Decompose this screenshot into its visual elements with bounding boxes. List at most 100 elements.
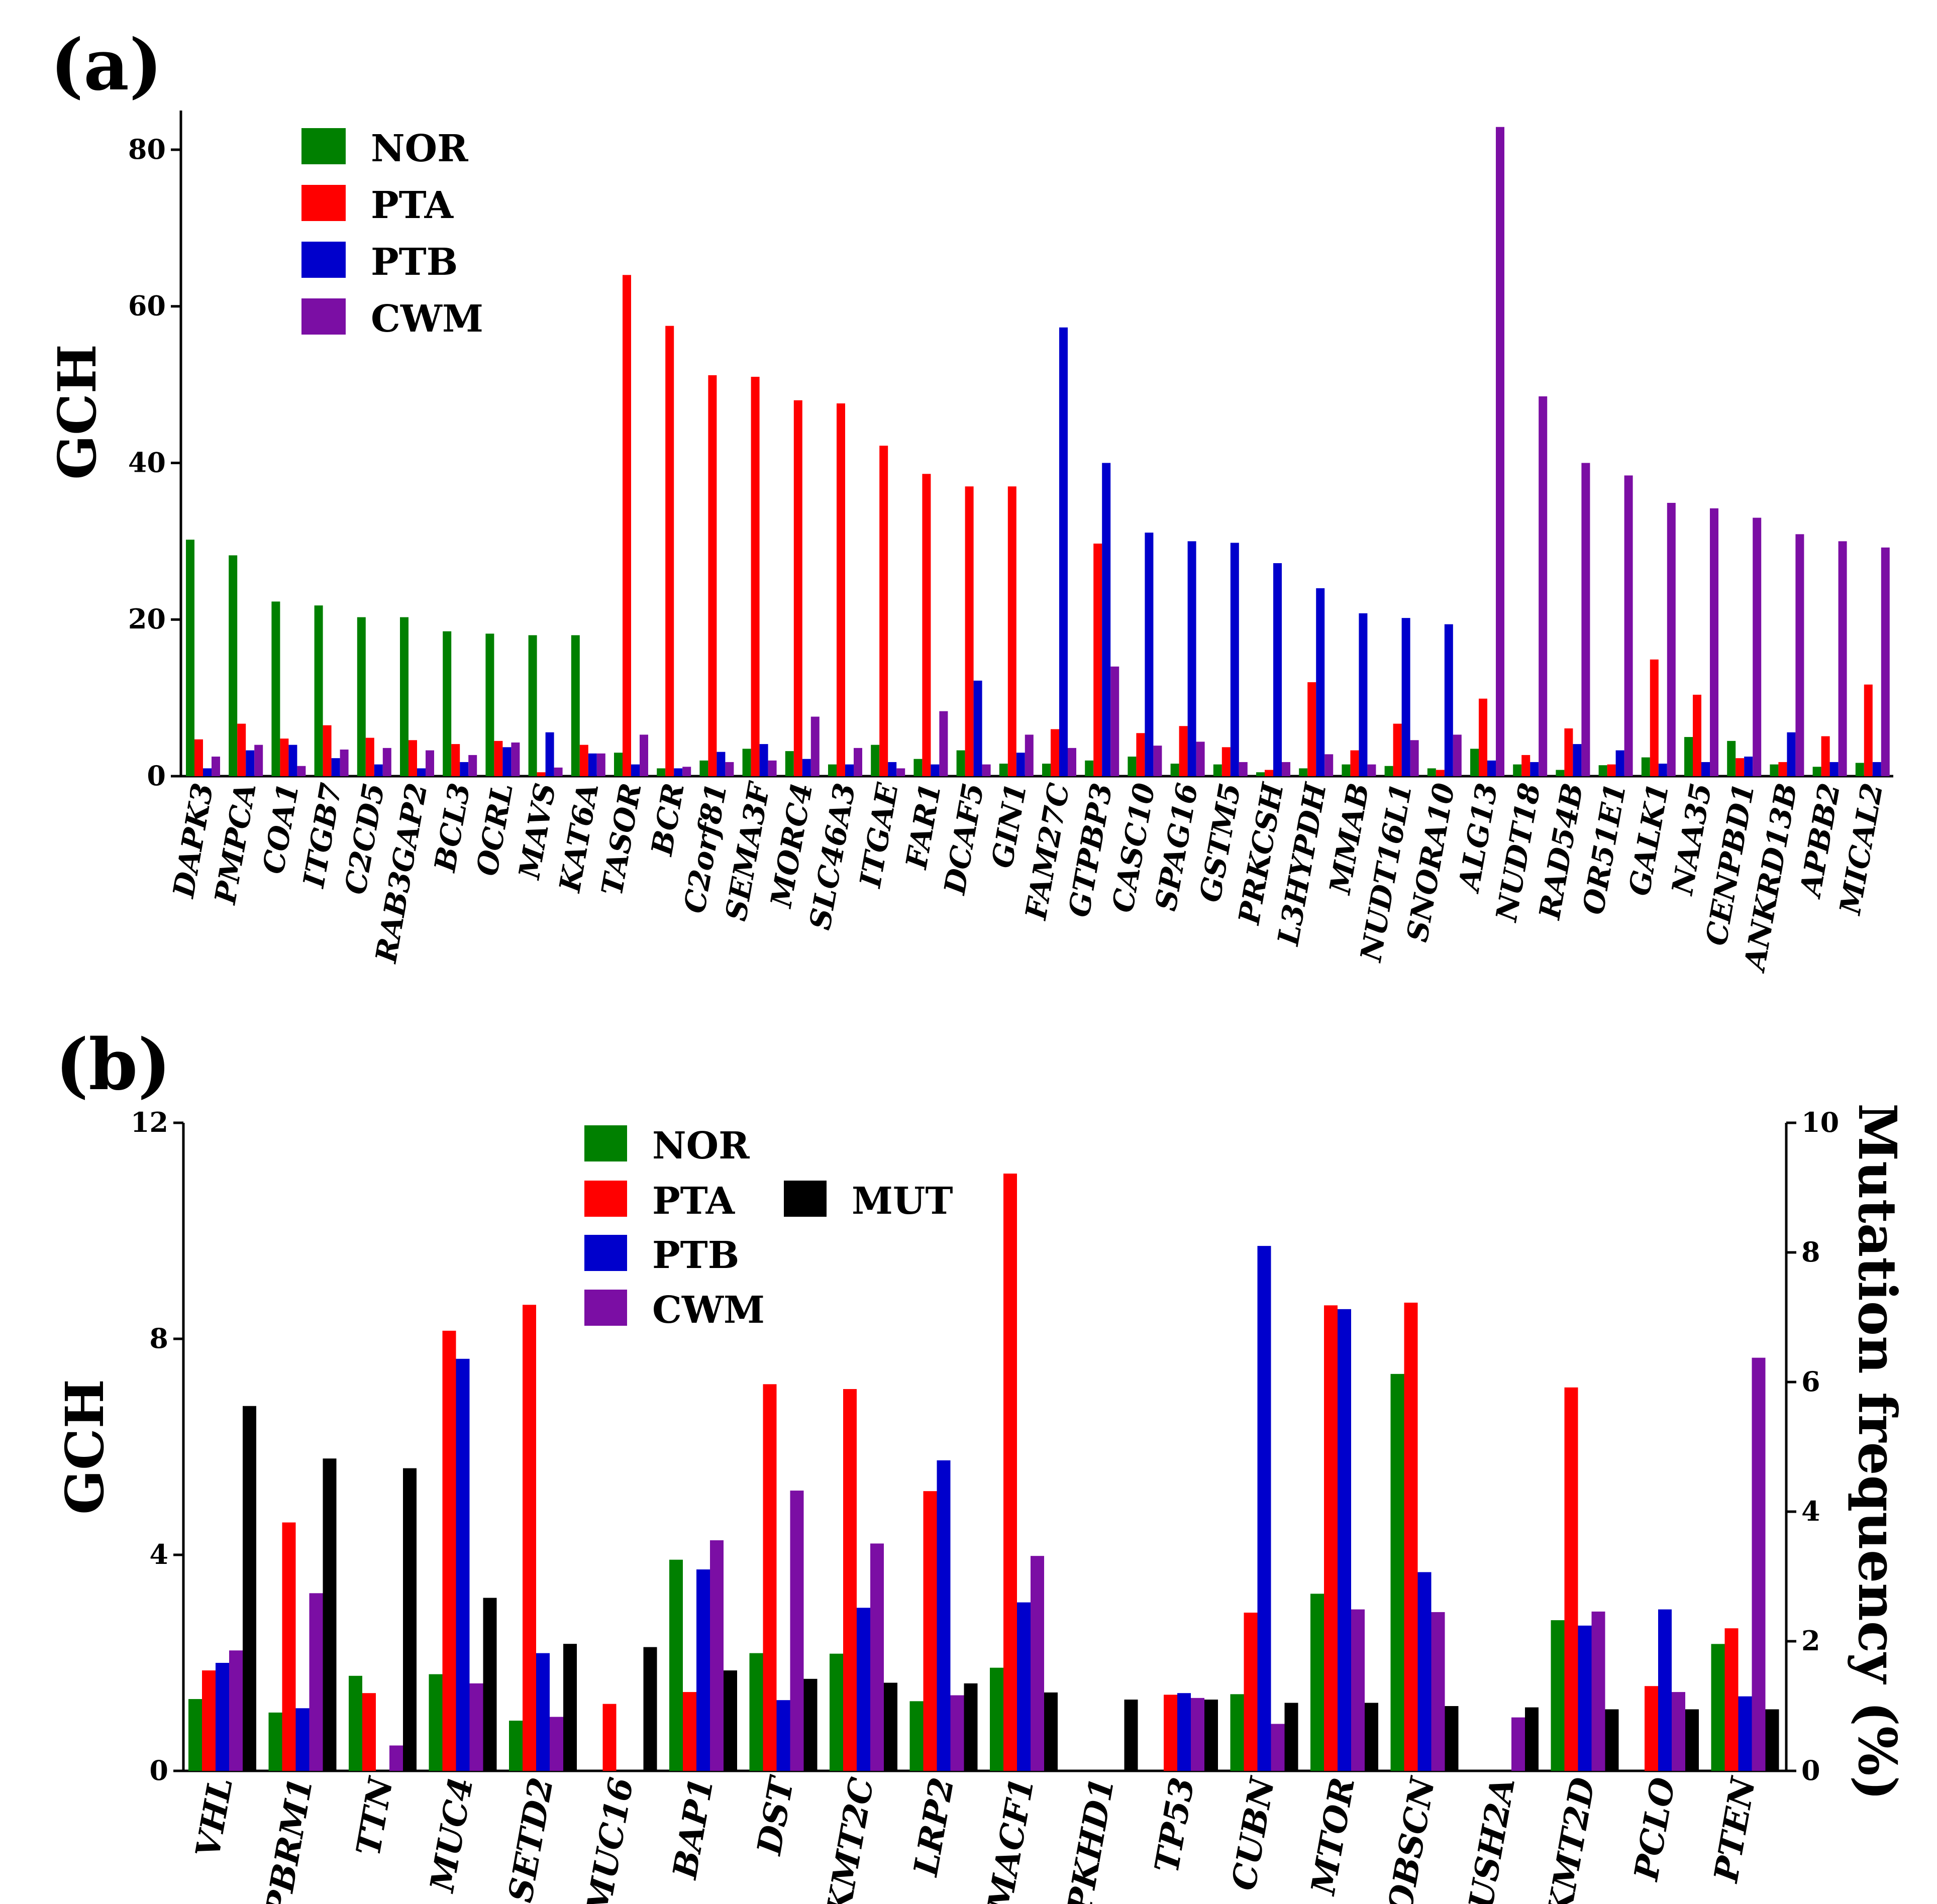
category-label-coa1: COA1: [256, 781, 306, 877]
panel-b-y2-ticks: 0 2 4 6 8 10: [1786, 1106, 1839, 1786]
y-tick-label: 20: [128, 603, 166, 635]
bar-dapk3-ptb: [203, 768, 212, 776]
y-tick-label: 0: [147, 760, 166, 792]
bar-itgb7-cwm: [340, 750, 349, 776]
bar-snora10-pta: [1436, 770, 1445, 776]
bar-dst-ptb: [776, 1700, 790, 1771]
panel-a-legend: NOR PTA PTB CWM: [301, 127, 483, 341]
bar-apbb2-ptb: [1829, 762, 1839, 776]
bar-mmab-pta: [1350, 750, 1359, 776]
bar-kmt2d-ptb: [1578, 1625, 1592, 1771]
bar-bcl3-nor: [443, 631, 452, 776]
bar-dcaf5-ptb: [973, 680, 982, 776]
bar-c2cd5-cwm: [382, 748, 391, 776]
bar-pten-ptb: [1738, 1696, 1752, 1771]
bar-mtor-mut: [1365, 1703, 1378, 1771]
bar-kmt2d-nor: [1551, 1620, 1565, 1771]
bar-kat6a-pta: [579, 745, 588, 776]
category-label-muc16: MUC16: [578, 1774, 641, 1904]
bar-vhl-pta: [202, 1670, 216, 1771]
bar-snora10-ptb: [1444, 624, 1453, 776]
bar-lrp2-cwm: [950, 1695, 964, 1771]
bar-spag16-ptb: [1187, 541, 1196, 776]
bar-muc4-pta: [442, 1330, 456, 1771]
bar-tasor-nor: [614, 753, 623, 776]
bar-pkhd1-mut: [1124, 1700, 1138, 1771]
bar-ocrl-nor: [485, 633, 494, 776]
category-label-pkhd1: PKHD1: [1059, 1774, 1122, 1904]
bar-lrp2-ptb: [937, 1460, 951, 1771]
bar-gstm5-cwm: [1239, 762, 1248, 776]
bar-muc4-nor: [429, 1674, 443, 1771]
bar-coa1-nor: [271, 601, 280, 776]
bar-naa35-ptb: [1701, 762, 1710, 776]
bar-dapk3-nor: [186, 540, 194, 776]
bar-naa35-pta: [1693, 694, 1701, 776]
bar-gtpbp3-nor: [1085, 760, 1094, 776]
bar-ankrd13b-nor: [1770, 764, 1779, 776]
bar-or51e1-nor: [1598, 765, 1607, 776]
bar-bcr-nor: [657, 768, 666, 776]
bar-gin1-cwm: [1025, 734, 1034, 776]
bar-gtpbp3-cwm: [1110, 666, 1119, 776]
bar-l3hypdh-ptb: [1316, 588, 1325, 776]
bar-prkcsh-pta: [1265, 770, 1273, 776]
bar-gin1-nor: [999, 764, 1008, 776]
bar-gstm5-pta: [1221, 747, 1231, 776]
category-label-bcl3: BCL3: [428, 781, 477, 875]
y2-tick-label: 4: [1801, 1495, 1820, 1527]
bar-nudt16l1-cwm: [1410, 740, 1419, 776]
bar-pmpca-pta: [237, 723, 246, 776]
bar-l3hypdh-nor: [1299, 768, 1308, 776]
panel-b-bar-chart: (b) GCH Mutation frequency (%) 0 4 8 12 0 2 4…: [54, 1024, 1908, 1904]
panel-b-category-labels: VHL PBRM1 TTN MUC4 SETD2 MUC16 BAP1 DST KMT2C LRP…: [188, 1772, 1764, 1904]
bar-tp53-ptb: [1177, 1693, 1191, 1771]
bar-muc4-ptb: [456, 1358, 470, 1771]
bar-slc46a3-cwm: [854, 748, 862, 776]
bar-nudt18-nor: [1513, 764, 1522, 776]
bar-c2cd5-ptb: [374, 764, 383, 776]
category-label-lrp2: LRP2: [905, 1774, 961, 1879]
bar-prkcsh-ptb: [1273, 563, 1282, 776]
bar-casc10-pta: [1136, 733, 1145, 776]
category-label-bap1: BAP1: [665, 1774, 721, 1882]
bar-alg13-nor: [1470, 749, 1479, 776]
y-tick-label: 4: [149, 1538, 168, 1570]
bar-rad54b-ptb: [1573, 744, 1582, 776]
bar-apbb2-cwm: [1838, 541, 1847, 776]
bar-far1-nor: [913, 759, 923, 776]
bar-lrp2-pta: [923, 1491, 937, 1771]
bar-fam27c-nor: [1042, 764, 1051, 776]
bar-setd2-cwm: [550, 1717, 563, 1771]
bar-cenpbd1-pta: [1736, 758, 1745, 776]
bar-mtor-nor: [1310, 1594, 1324, 1771]
category-label-obscn: OBSCN: [1380, 1773, 1443, 1904]
bar-nudt18-pta: [1521, 755, 1531, 776]
bar-morc4-pta: [793, 400, 802, 776]
bar-bap1-pta: [683, 1692, 696, 1771]
bar-ush2a-mut: [1525, 1707, 1539, 1771]
bar-gstm5-nor: [1213, 764, 1222, 776]
legend-swatch-pta: [301, 185, 346, 221]
bar-mmab-nor: [1342, 764, 1351, 776]
bar-alg13-pta: [1479, 698, 1487, 776]
bar-bcr-cwm: [682, 767, 691, 776]
bar-tasor-pta: [623, 275, 631, 776]
panel-b-bars: [188, 1174, 1779, 1771]
category-label-ocrl: OCRL: [470, 781, 520, 879]
legend-label-pta: PTA: [371, 184, 454, 227]
bar-obscn-mut: [1445, 1706, 1459, 1771]
bar-sema3f-ptb: [759, 744, 768, 776]
category-label-pclo: PCLO: [1626, 1774, 1683, 1884]
y-tick-label: 0: [149, 1754, 168, 1786]
legend-swatch-cwm: [584, 1290, 627, 1326]
category-label-pten: PTEN: [1706, 1773, 1763, 1886]
bar-ankrd13b-pta: [1778, 762, 1787, 776]
bar-dst-mut: [803, 1678, 818, 1771]
panel-b-y2-axis-title: Mutation frequency (%): [1847, 1103, 1908, 1801]
bar-tp53-mut: [1204, 1700, 1218, 1771]
category-label-ush2a: USH2A: [1461, 1774, 1522, 1904]
bar-lrp2-nor: [909, 1701, 924, 1771]
category-label-gin1: GIN1: [985, 781, 1033, 871]
